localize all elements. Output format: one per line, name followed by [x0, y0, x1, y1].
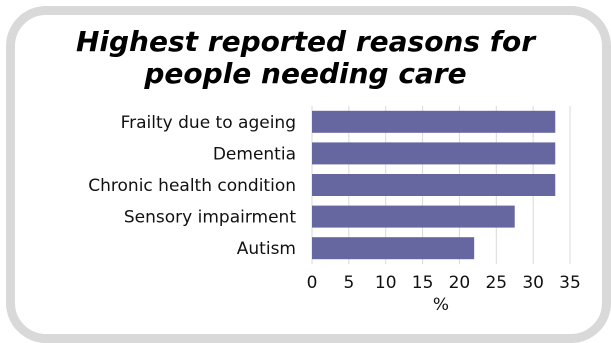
chart-title: Highest reported reasons for people need… [0, 26, 611, 90]
x-tick-label: 30 [522, 273, 544, 293]
x-tick-label: 20 [449, 273, 471, 293]
category-label: Sensory impairment [124, 208, 296, 228]
category-label: Chronic health condition [88, 176, 296, 196]
x-tick-label: 15 [412, 273, 434, 293]
category-label: Frailty due to ageing [121, 113, 296, 133]
x-tick-labels: 0 5 10 15 20 25 30 35 [307, 273, 581, 293]
x-tick-label: 10 [375, 273, 397, 293]
bar [312, 110, 556, 133]
chart-title-line-2: people needing care [144, 57, 467, 90]
bar [312, 174, 556, 196]
bar [312, 205, 515, 228]
chart-title-line-1: Highest reported reasons for [75, 25, 536, 58]
bars [312, 110, 556, 260]
bar [312, 237, 475, 260]
bar [312, 142, 556, 165]
x-tick-label: 35 [559, 273, 581, 293]
x-tick-label: 5 [343, 273, 354, 293]
x-axis-label: % [433, 295, 449, 315]
category-labels: Frailty due to ageing Dementia Chronic hea… [88, 113, 296, 259]
x-tick-label: 0 [307, 273, 318, 293]
category-label: Autism [237, 239, 296, 259]
x-tick-label: 25 [485, 273, 507, 293]
category-label: Dementia [213, 144, 296, 164]
